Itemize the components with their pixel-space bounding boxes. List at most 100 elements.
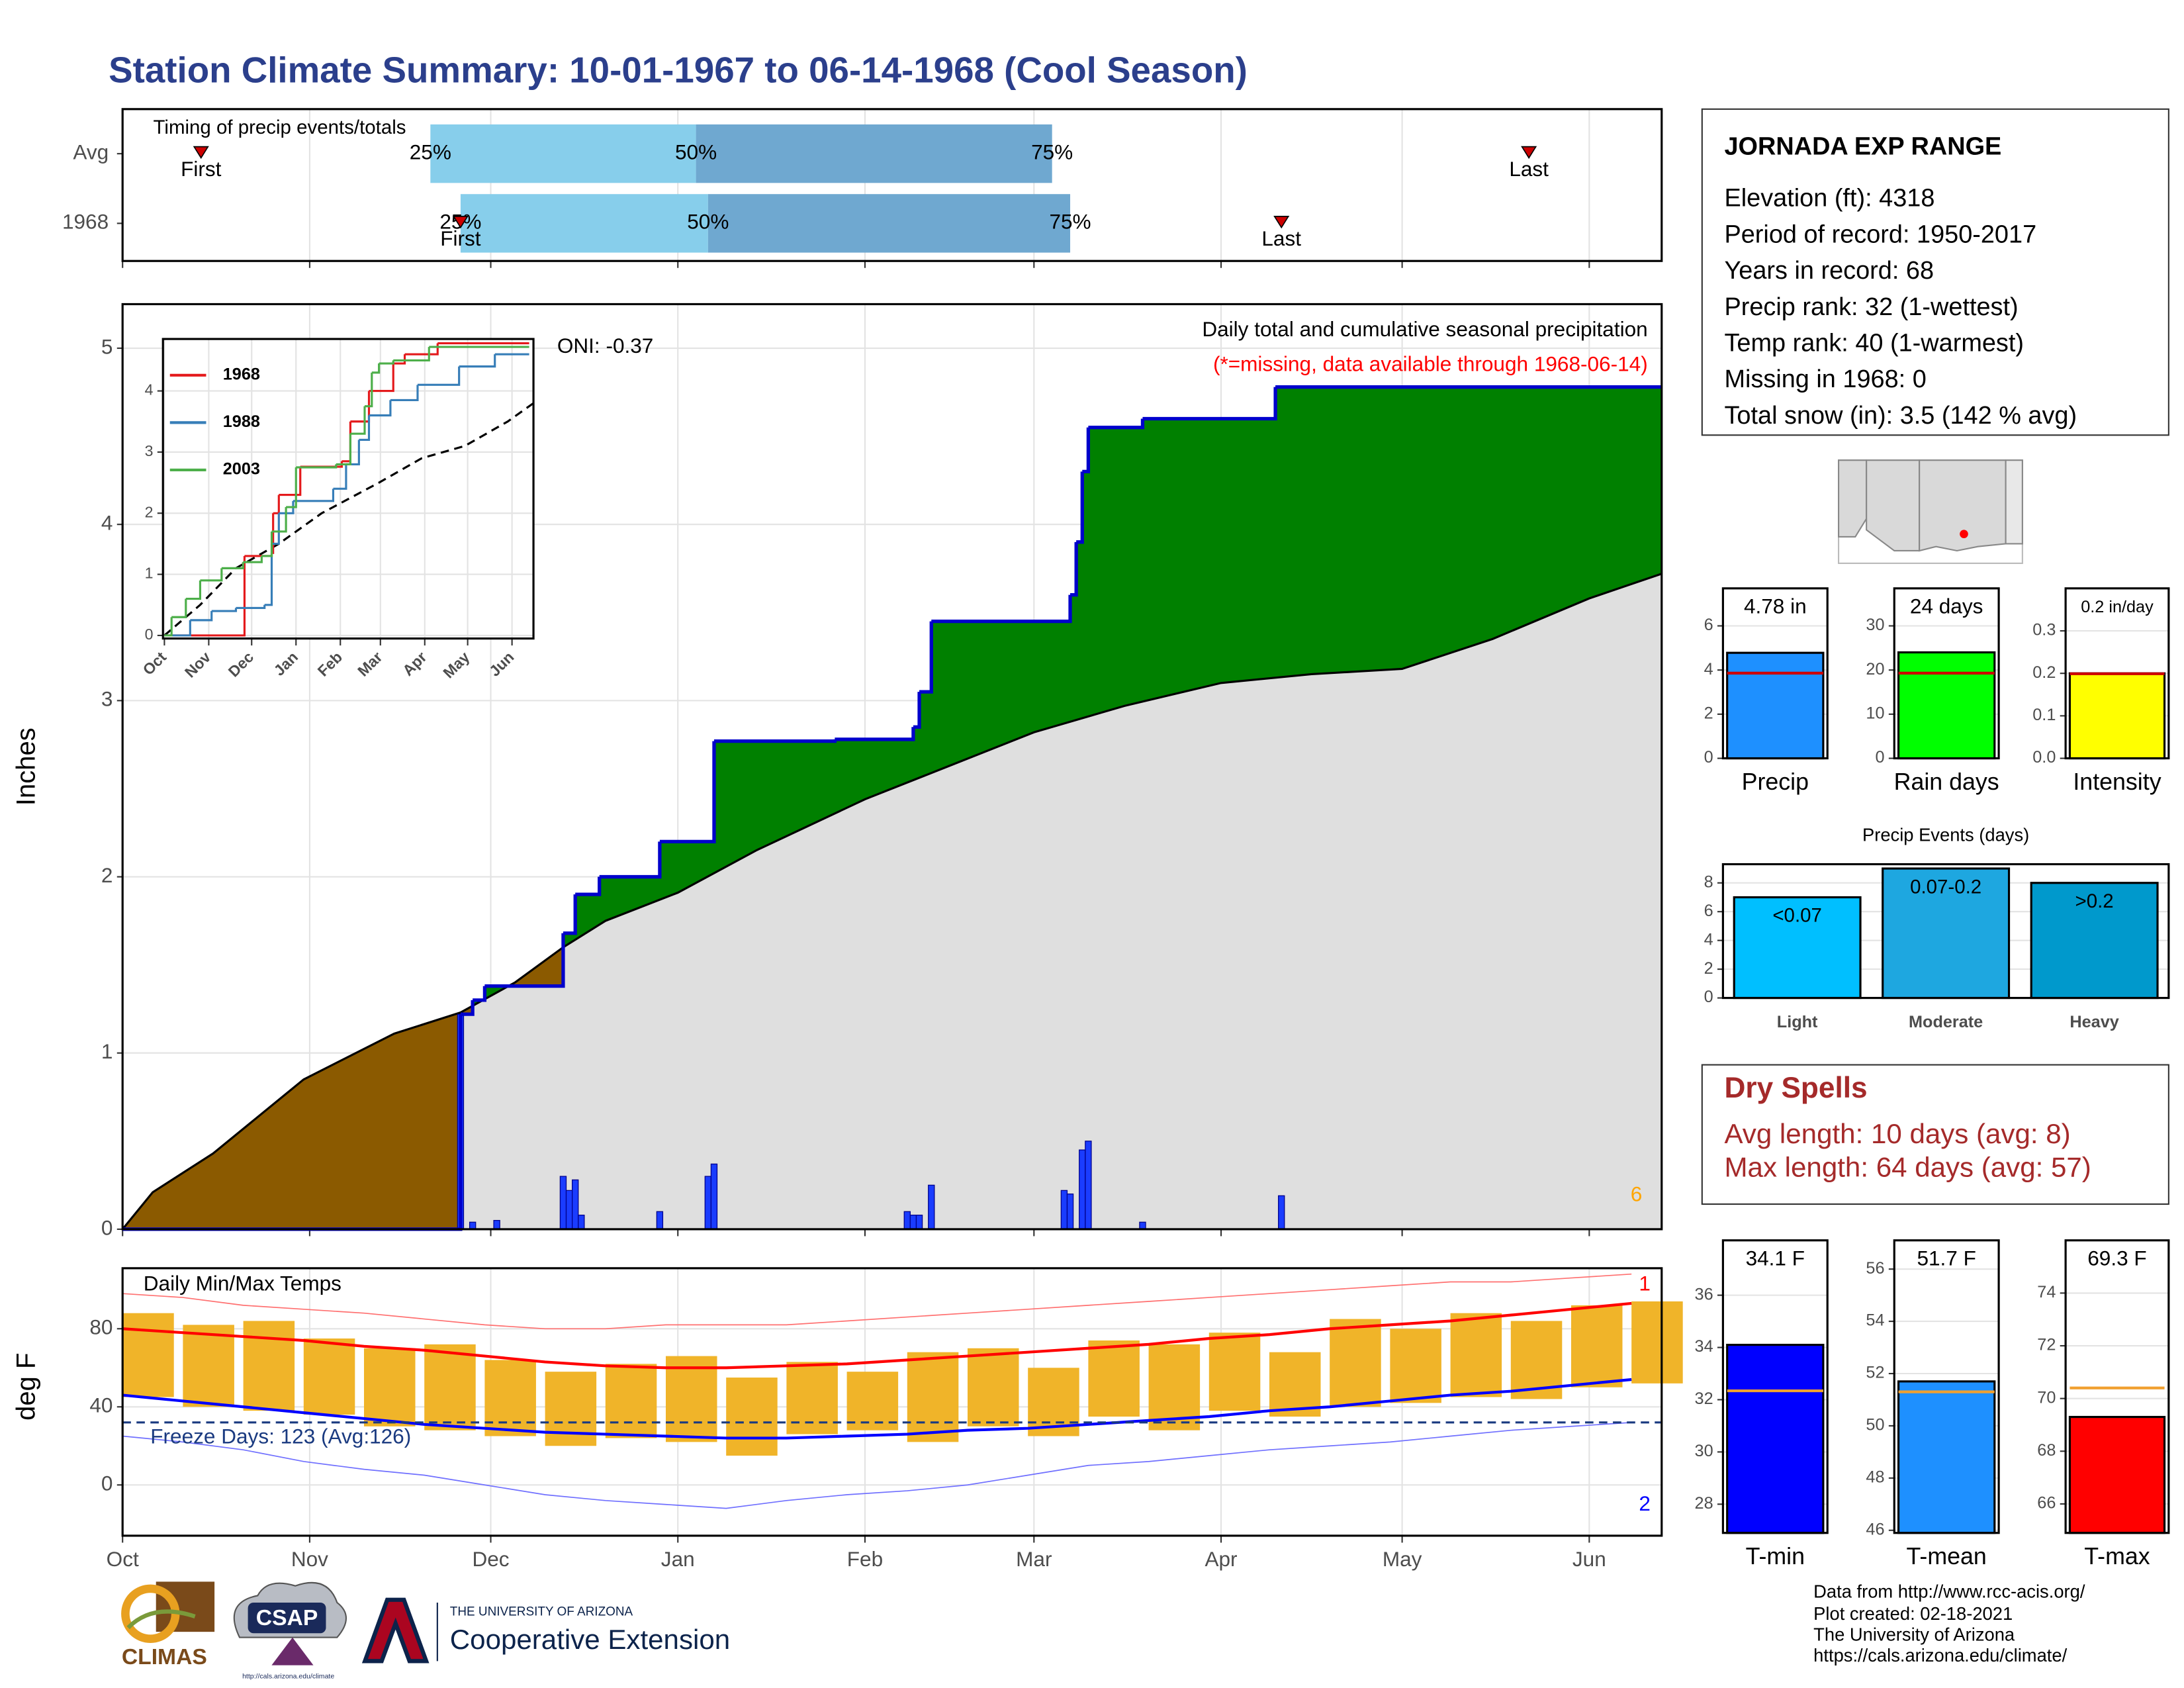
value-label: 0.2 in/day — [2081, 598, 2154, 616]
y-tick-label: 3 — [101, 687, 113, 711]
y-tick-label: 1 — [145, 565, 154, 582]
temp-bar — [484, 1360, 536, 1436]
series-step — [417, 366, 461, 386]
plot-frame — [1893, 587, 2000, 760]
chart-title: Daily total and cumulative seasonal prec… — [1202, 317, 1647, 341]
y-tick-label: 0.0 — [2032, 748, 2056, 767]
series-step — [273, 494, 280, 514]
series-step — [164, 617, 173, 637]
series-step — [286, 467, 297, 508]
y-axis-label: Inches — [12, 727, 41, 806]
y-tick-label: 6 — [1704, 616, 1713, 634]
series-step — [459, 354, 496, 368]
cumulative-step — [931, 594, 1072, 624]
y-tick-label: 30 — [1695, 1442, 1713, 1460]
y-tick-label: 3 — [145, 442, 154, 459]
event-marker — [1521, 146, 1537, 160]
cumulative-step — [1142, 387, 1277, 421]
cumulative-step — [1070, 541, 1078, 597]
avg-high-line — [122, 1301, 1632, 1370]
quartile-label: 50% — [675, 140, 717, 164]
event-label: First — [181, 157, 222, 181]
count-label: 6 — [1631, 1182, 1643, 1206]
series-step — [390, 385, 419, 402]
y-tick-label: 8 — [1704, 872, 1713, 891]
y-tick-label: 28 — [1695, 1494, 1713, 1513]
cumulative-step — [484, 933, 565, 988]
average-line — [163, 402, 534, 637]
y-tick-label: Avg — [73, 140, 109, 164]
y-tick-label: 0 — [1704, 988, 1713, 1006]
y-tick-label: 0 — [101, 1215, 113, 1239]
series-step — [393, 347, 430, 361]
logo-text: CLIMAS — [122, 1645, 207, 1669]
value-label: 24 days — [1910, 594, 1983, 618]
daily-bar — [915, 1214, 923, 1230]
station-line: Precip rank: 32 (1-wettest) — [1724, 293, 2018, 321]
y-tick-label: 72 — [2037, 1336, 2056, 1354]
temp-bar — [1450, 1313, 1502, 1397]
legend-label: 1968 — [223, 365, 260, 383]
chart-title: Timing of precip events/totals — [154, 117, 406, 138]
annotation: Freeze Days: 123 (Avg:126) — [150, 1424, 411, 1448]
temp-bar — [303, 1338, 355, 1415]
temp-bar — [605, 1364, 657, 1438]
series-step — [359, 415, 371, 442]
temp-bar — [726, 1378, 778, 1456]
record-label: 2 — [1639, 1491, 1651, 1515]
range-label: 0.07-0.2 — [1910, 876, 1981, 898]
series-step — [171, 598, 187, 618]
x-tick-label: Rain days — [1894, 769, 1999, 795]
plot-frame — [2064, 1239, 2170, 1534]
chart-title: Precip Events (days) — [1862, 825, 2029, 845]
value-label: 69.3 F — [2087, 1246, 2146, 1270]
daily-bar — [656, 1211, 664, 1230]
cumulative-step — [659, 741, 716, 843]
y-tick-label: 1 — [101, 1039, 113, 1063]
avg-low-line — [122, 1378, 1632, 1440]
station-box — [1701, 108, 2169, 436]
y-tick-label: 5 — [101, 334, 113, 358]
cumulative-step — [575, 876, 602, 896]
x-tick-label: Apr — [1205, 1547, 1237, 1571]
series-step — [365, 372, 373, 408]
dry-spells-line: Avg length: 10 days (avg: 8) — [1724, 1118, 2070, 1149]
plot-frame — [1721, 1239, 1829, 1534]
bar — [2068, 1415, 2166, 1534]
dry-spells-title: Dry Spells — [1724, 1072, 1867, 1104]
x-tick-label: Heavy — [2070, 1013, 2118, 1031]
station-line: Missing in 1968: 0 — [1724, 365, 1926, 393]
temp-bar — [1088, 1340, 1140, 1417]
series-step — [200, 568, 223, 582]
cumulative-step — [713, 739, 837, 743]
temp-bar — [665, 1356, 717, 1442]
station-line: Total snow (in): 3.5 (142 % avg) — [1724, 402, 2077, 430]
y-tick-label: 0 — [1704, 748, 1713, 767]
y-axis-label: deg F — [12, 1353, 41, 1421]
plot-frame — [121, 303, 1663, 1231]
series-step — [279, 467, 302, 496]
cumulative-step — [460, 1000, 475, 1016]
bar — [1897, 1380, 1996, 1534]
station-line: Temp rank: 40 (1-warmest) — [1724, 330, 2024, 357]
y-tick-label: 48 — [1866, 1468, 1884, 1487]
plot-frame — [121, 108, 1663, 262]
x-tick-label: Feb — [847, 1547, 883, 1571]
daily-bar — [469, 1221, 477, 1230]
plot-frame — [1721, 587, 1829, 760]
cumulative-step — [913, 692, 921, 729]
quartile-bar — [696, 124, 1052, 183]
daily-bar — [493, 1219, 500, 1230]
value-label: 51.7 F — [1917, 1246, 1976, 1270]
cumulative-step — [563, 894, 577, 935]
event-marker — [452, 216, 469, 229]
temp-bar — [1330, 1319, 1381, 1407]
y-tick-label: 6 — [1704, 902, 1713, 920]
y-tick-label: 4 — [101, 511, 113, 535]
series-step — [221, 562, 244, 569]
temp-bar — [907, 1352, 959, 1442]
x-tick-label: Nov — [291, 1547, 328, 1571]
y-tick-label: 32 — [1695, 1389, 1713, 1408]
station-line: Elevation (ft): 4318 — [1724, 185, 1934, 212]
